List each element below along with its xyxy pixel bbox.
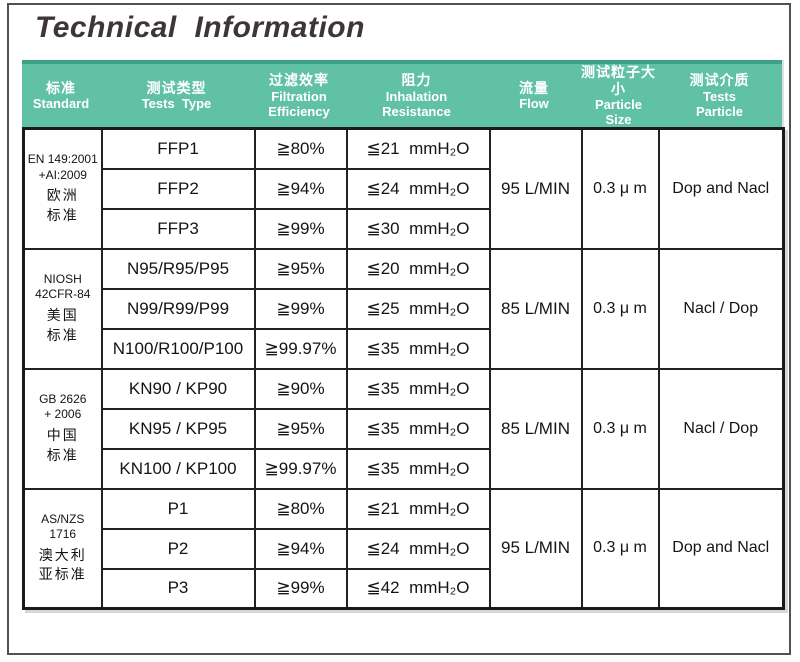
header-cell-standard: 标准 Standard (22, 80, 100, 112)
table-row: P2 ≧94% ≦24 mmH₂O (24, 527, 784, 570)
efficiency-cell: ≧80% (253, 487, 348, 530)
header-cell-filtration-efficiency: 过滤效率 Filtration Efficiency (253, 72, 345, 119)
test-particle-cell: Dop and Nacl (657, 127, 785, 250)
standard-code: AS/NZS 1716 (41, 511, 85, 542)
standard-zh: 欧洲 标准 (46, 187, 79, 223)
particle-size-cell: 0.3 μ m (580, 367, 660, 490)
efficiency-cell: ≧90% (253, 367, 348, 410)
resistance-cell: ≦35 mmH₂O (345, 407, 491, 450)
table-row: N99/R99/P99 ≧99% ≦25 mmH₂O (24, 287, 784, 330)
table-row: GB 2626 + 2006 中国 标准 KN90 / KP90 ≧90% ≦3… (22, 367, 785, 490)
resistance-cell: ≦21 mmH₂O (345, 127, 491, 170)
flow-cell: 95 L/MIN (488, 127, 583, 250)
resistance-cell: ≦42 mmH₂O (345, 567, 491, 610)
efficiency-cell: ≧95% (253, 407, 348, 450)
test-type-cell: N95/R95/P95 (100, 247, 256, 290)
resistance-cell: ≦24 mmH₂O (345, 167, 491, 210)
test-type-cell: P2 (100, 527, 256, 570)
test-type-cell: FFP2 (100, 167, 256, 210)
flow-cell: 85 L/MIN (488, 367, 583, 490)
standard-code: EN 149:2001 +AI:2009 (27, 152, 98, 182)
standard-zh: 中国 标准 (46, 427, 79, 463)
header-en-standard: Standard (32, 96, 90, 112)
test-type-cell: N100/R100/P100 (100, 327, 256, 370)
header-cell-particle-size: 测试粒子大小 Particle Size (580, 64, 657, 128)
resistance-cell: ≦35 mmH₂O (345, 447, 491, 490)
test-type-cell: KN95 / KP95 (100, 407, 256, 450)
header-en-tests-particle: Tests Particle (696, 88, 743, 120)
header-zh-tests-particle: 测试介质 (689, 72, 750, 89)
efficiency-cell: ≧94% (253, 167, 348, 210)
header-en-flow: Flow (519, 96, 549, 112)
page-frame: Technical Information 标准 Standard 测试类型 T… (7, 3, 791, 655)
standard-cell: GB 2626 + 2006 中国 标准 (22, 367, 103, 490)
standard-cell: AS/NZS 1716 澳大利 亚标准 (22, 487, 103, 610)
header-en-particle-size: Particle Size (595, 97, 642, 128)
table-row: EN 149:2001 +AI:2009 欧洲 标准 FFP1 ≧80% ≦21… (22, 127, 785, 250)
header-en-tests-type: Tests Type (141, 96, 212, 112)
efficiency-cell: ≧99.97% (253, 447, 348, 490)
table-row: FFP3 ≧99% ≦30 mmH₂O (24, 207, 784, 250)
resistance-cell: ≦35 mmH₂O (345, 327, 491, 370)
efficiency-cell: ≧95% (253, 247, 348, 290)
standard-code: GB 2626 + 2006 (39, 391, 87, 422)
efficiency-cell: ≧99% (253, 567, 348, 610)
table-row: P3 ≧99% ≦42 mmH₂O (24, 567, 784, 610)
flow-cell: 95 L/MIN (488, 487, 583, 610)
test-type-cell: FFP1 (100, 127, 256, 170)
test-type-cell: KN90 / KP90 (100, 367, 256, 410)
test-type-cell: P3 (100, 567, 256, 610)
header-en-inhalation-resistance: Inhalation Resistance (382, 88, 451, 120)
test-particle-cell: Nacl / Dop (657, 367, 785, 490)
test-type-cell: KN100 / KP100 (100, 447, 256, 490)
header-zh-inhalation-resistance: 阻力 (401, 72, 432, 89)
test-type-cell: N99/R99/P99 (100, 287, 256, 330)
header-zh-particle-size: 测试粒子大小 (581, 64, 656, 97)
flow-cell: 85 L/MIN (488, 247, 583, 370)
efficiency-cell: ≧99.97% (253, 327, 348, 370)
table-row: N100/R100/P100 ≧99.97% ≦35 mmH₂O (24, 327, 784, 370)
header-zh-standard: 标准 (46, 79, 76, 96)
resistance-cell: ≦35 mmH₂O (345, 367, 491, 410)
particle-size-cell: 0.3 μ m (580, 247, 660, 370)
resistance-cell: ≦20 mmH₂O (345, 247, 491, 290)
page-title: Technical Information (35, 11, 365, 44)
efficiency-cell: ≧99% (253, 207, 348, 250)
header-cell-tests-particle: 测试介质 Tests Particle (657, 72, 782, 119)
resistance-cell: ≦21 mmH₂O (345, 487, 491, 530)
table-row: KN95 / KP95 ≧95% ≦35 mmH₂O (24, 407, 784, 450)
header-zh-flow: 流量 (519, 79, 549, 96)
standard-code: NIOSH 42CFR-84 (35, 271, 91, 302)
resistance-cell: ≦25 mmH₂O (345, 287, 491, 330)
standard-cell: NIOSH 42CFR-84 美国 标准 (22, 247, 103, 370)
standard-cell: EN 149:2001 +AI:2009 欧洲 标准 (22, 127, 103, 250)
header-zh-tests-type: 测试类型 (146, 79, 207, 96)
test-particle-cell: Dop and Nacl (657, 487, 785, 610)
test-type-cell: FFP3 (100, 207, 256, 250)
header-zh-filtration-efficiency: 过滤效率 (269, 72, 329, 89)
efficiency-cell: ≧99% (253, 287, 348, 330)
test-particle-cell: Nacl / Dop (657, 247, 785, 370)
resistance-cell: ≦24 mmH₂O (345, 527, 491, 570)
particle-size-cell: 0.3 μ m (580, 127, 660, 250)
efficiency-cell: ≧94% (253, 527, 348, 570)
efficiency-cell: ≧80% (253, 127, 348, 170)
header-cell-tests-type: 测试类型 Tests Type (100, 80, 253, 112)
table-row: FFP2 ≧94% ≦24 mmH₂O (24, 167, 784, 210)
table-header: 标准 Standard 测试类型 Tests Type 过滤效率 Filtrat… (22, 60, 782, 127)
table-row: NIOSH 42CFR-84 美国 标准 N95/R95/P95 ≧95% ≦2… (22, 247, 785, 370)
standard-zh: 澳大利 亚标准 (38, 546, 87, 583)
technical-table: EN 149:2001 +AI:2009 欧洲 标准 FFP1 ≧80% ≦21… (22, 127, 785, 610)
test-type-cell: P1 (100, 487, 256, 530)
table-row: AS/NZS 1716 澳大利 亚标准 P1 ≧80% ≦21 mmH₂O 95… (22, 487, 785, 610)
header-en-filtration-efficiency: Filtration Efficiency (268, 88, 330, 120)
header-cell-inhalation-resistance: 阻力 Inhalation Resistance (345, 72, 488, 119)
standard-zh: 美国 标准 (46, 307, 79, 343)
resistance-cell: ≦30 mmH₂O (345, 207, 491, 250)
table-row: KN100 / KP100 ≧99.97% ≦35 mmH₂O (24, 447, 784, 490)
particle-size-cell: 0.3 μ m (580, 487, 660, 610)
header-cell-flow: 流量 Flow (488, 80, 580, 112)
